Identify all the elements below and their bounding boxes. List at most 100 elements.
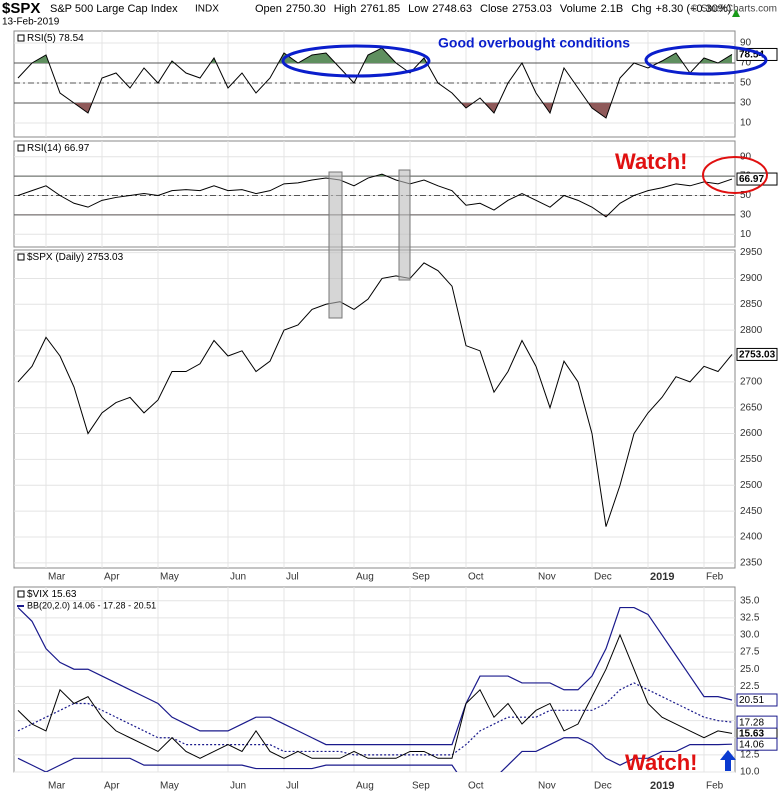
series-line — [17, 173, 733, 218]
legend-label: $SPX (Daily) 2753.03 — [27, 252, 124, 263]
y-tick-label: 35.0 — [740, 595, 760, 606]
x-tick-label: Oct — [468, 572, 484, 583]
quote-value: 2750.30 — [286, 3, 326, 15]
quote-value: 2748.63 — [432, 3, 472, 15]
highlight-ellipse — [644, 44, 768, 76]
x-tick-label: Apr — [104, 781, 120, 792]
plot-area — [17, 47, 733, 119]
exchange: INDX — [195, 4, 219, 15]
highlight-ellipse — [281, 44, 431, 78]
quote: Open 2750.30 High 2761.85 Low 2748.63 Close 275… — [255, 3, 731, 15]
quote-label: Open — [255, 3, 282, 15]
highlight-box — [398, 169, 411, 281]
x-tick-label: Oct — [468, 781, 484, 792]
legend-label: RSI(14) 66.97 — [27, 143, 90, 154]
y-tick-label: 2650 — [740, 402, 763, 413]
value-label: 2753.03 — [739, 350, 776, 361]
y-tick-label: 22.5 — [740, 681, 760, 692]
y-tick-label: 32.5 — [740, 612, 760, 623]
legend-icon — [17, 253, 25, 261]
panel: 10.012.515.017.520.022.525.027.530.032.5… — [13, 586, 778, 792]
x-tick-label: Apr — [104, 572, 120, 583]
quote-value: 2.1B — [601, 3, 624, 15]
y-tick-label: 30 — [740, 210, 752, 221]
x-tick-label: 2019 — [650, 780, 674, 792]
plot: 10 30 50 70 90 RSI(5) 78.54 78.54 Good overboug… — [13, 30, 778, 792]
x-tick-label: Dec — [594, 781, 612, 792]
y-tick-label: 10.0 — [740, 767, 760, 778]
highlight-box — [328, 171, 343, 319]
quote-value: 2761.85 — [360, 3, 400, 15]
y-tick-label: 2600 — [740, 428, 763, 439]
legend-icon — [17, 590, 25, 598]
y-tick-label: 2350 — [740, 557, 763, 568]
x-tick-label: Jun — [230, 781, 246, 792]
quote-value: 2753.03 — [512, 3, 552, 15]
y-tick-label: 50 — [740, 190, 752, 201]
index-name: S&P 500 Large Cap Index — [50, 3, 178, 15]
y-tick-label: 25.0 — [740, 664, 760, 675]
x-tick-label: Jul — [286, 781, 299, 792]
date: 13-Feb-2019 — [2, 17, 60, 28]
y-tick-label: 2500 — [740, 480, 763, 491]
arrow — [720, 750, 736, 771]
y-tick-label: 90 — [740, 151, 752, 162]
x-tick-label: May — [160, 572, 179, 583]
x-tick-label: Dec — [594, 572, 612, 583]
annotation: Watch! — [615, 149, 688, 174]
value-box — [736, 693, 778, 707]
x-tick-label: May — [160, 781, 179, 792]
panel: 2350240024502500255026002650270027502800… — [13, 247, 778, 583]
x-tick-label: Sep — [412, 781, 430, 792]
legend-icon — [17, 34, 25, 42]
value-box — [736, 47, 778, 61]
x-tick-label: Nov — [538, 572, 556, 583]
annotation: Good overbought conditions — [438, 35, 630, 51]
plot-area — [17, 173, 733, 218]
up-icon — [732, 9, 740, 17]
series-line — [17, 47, 733, 119]
legend-label: BB(20,2.0) 14.06 - 17.28 - 20.51 — [27, 600, 156, 610]
quote-label: High — [334, 3, 357, 15]
legend-label: $VIX 15.63 — [27, 589, 77, 600]
legend-label: RSI(5) 78.54 — [27, 33, 84, 44]
series-line — [17, 262, 733, 527]
y-tick-label: 50 — [740, 78, 752, 89]
panel-frame — [13, 249, 736, 569]
highlight-ellipse — [702, 156, 768, 194]
value-box — [736, 737, 778, 751]
y-tick-label: 27.5 — [740, 647, 760, 658]
y-tick-label: 12.5 — [740, 750, 760, 761]
value-label: 17.28 — [739, 717, 764, 728]
y-tick-label: 30 — [740, 98, 752, 109]
band-lower — [17, 737, 733, 772]
x-tick-label: 2019 — [650, 571, 674, 583]
y-tick-label: 30.0 — [740, 630, 760, 641]
x-tick-label: Sep — [412, 572, 430, 583]
legend-icon — [17, 144, 25, 152]
oversold-fill — [18, 103, 732, 118]
value-label: 66.97 — [739, 174, 764, 185]
credit: © StockCharts.com — [691, 4, 777, 15]
y-tick-label: 2850 — [740, 299, 763, 310]
quote-label: Chg — [631, 3, 651, 15]
x-tick-label: Nov — [538, 781, 556, 792]
value-box — [736, 715, 778, 729]
y-tick-label: 2400 — [740, 532, 763, 543]
value-box — [736, 347, 778, 361]
x-tick-label: Aug — [356, 781, 374, 792]
panel-frame — [13, 30, 736, 138]
x-tick-label: Feb — [706, 781, 724, 792]
y-tick-label: 10 — [740, 229, 752, 240]
y-tick-label: 2800 — [740, 325, 763, 336]
overbought-fill — [18, 48, 732, 63]
x-tick-label: Aug — [356, 572, 374, 583]
overlay — [281, 44, 768, 771]
band-upper — [17, 606, 733, 746]
symbol: $SPX — [2, 0, 40, 17]
annotation: Watch! — [625, 750, 698, 775]
y-tick-label: 70 — [740, 58, 752, 69]
